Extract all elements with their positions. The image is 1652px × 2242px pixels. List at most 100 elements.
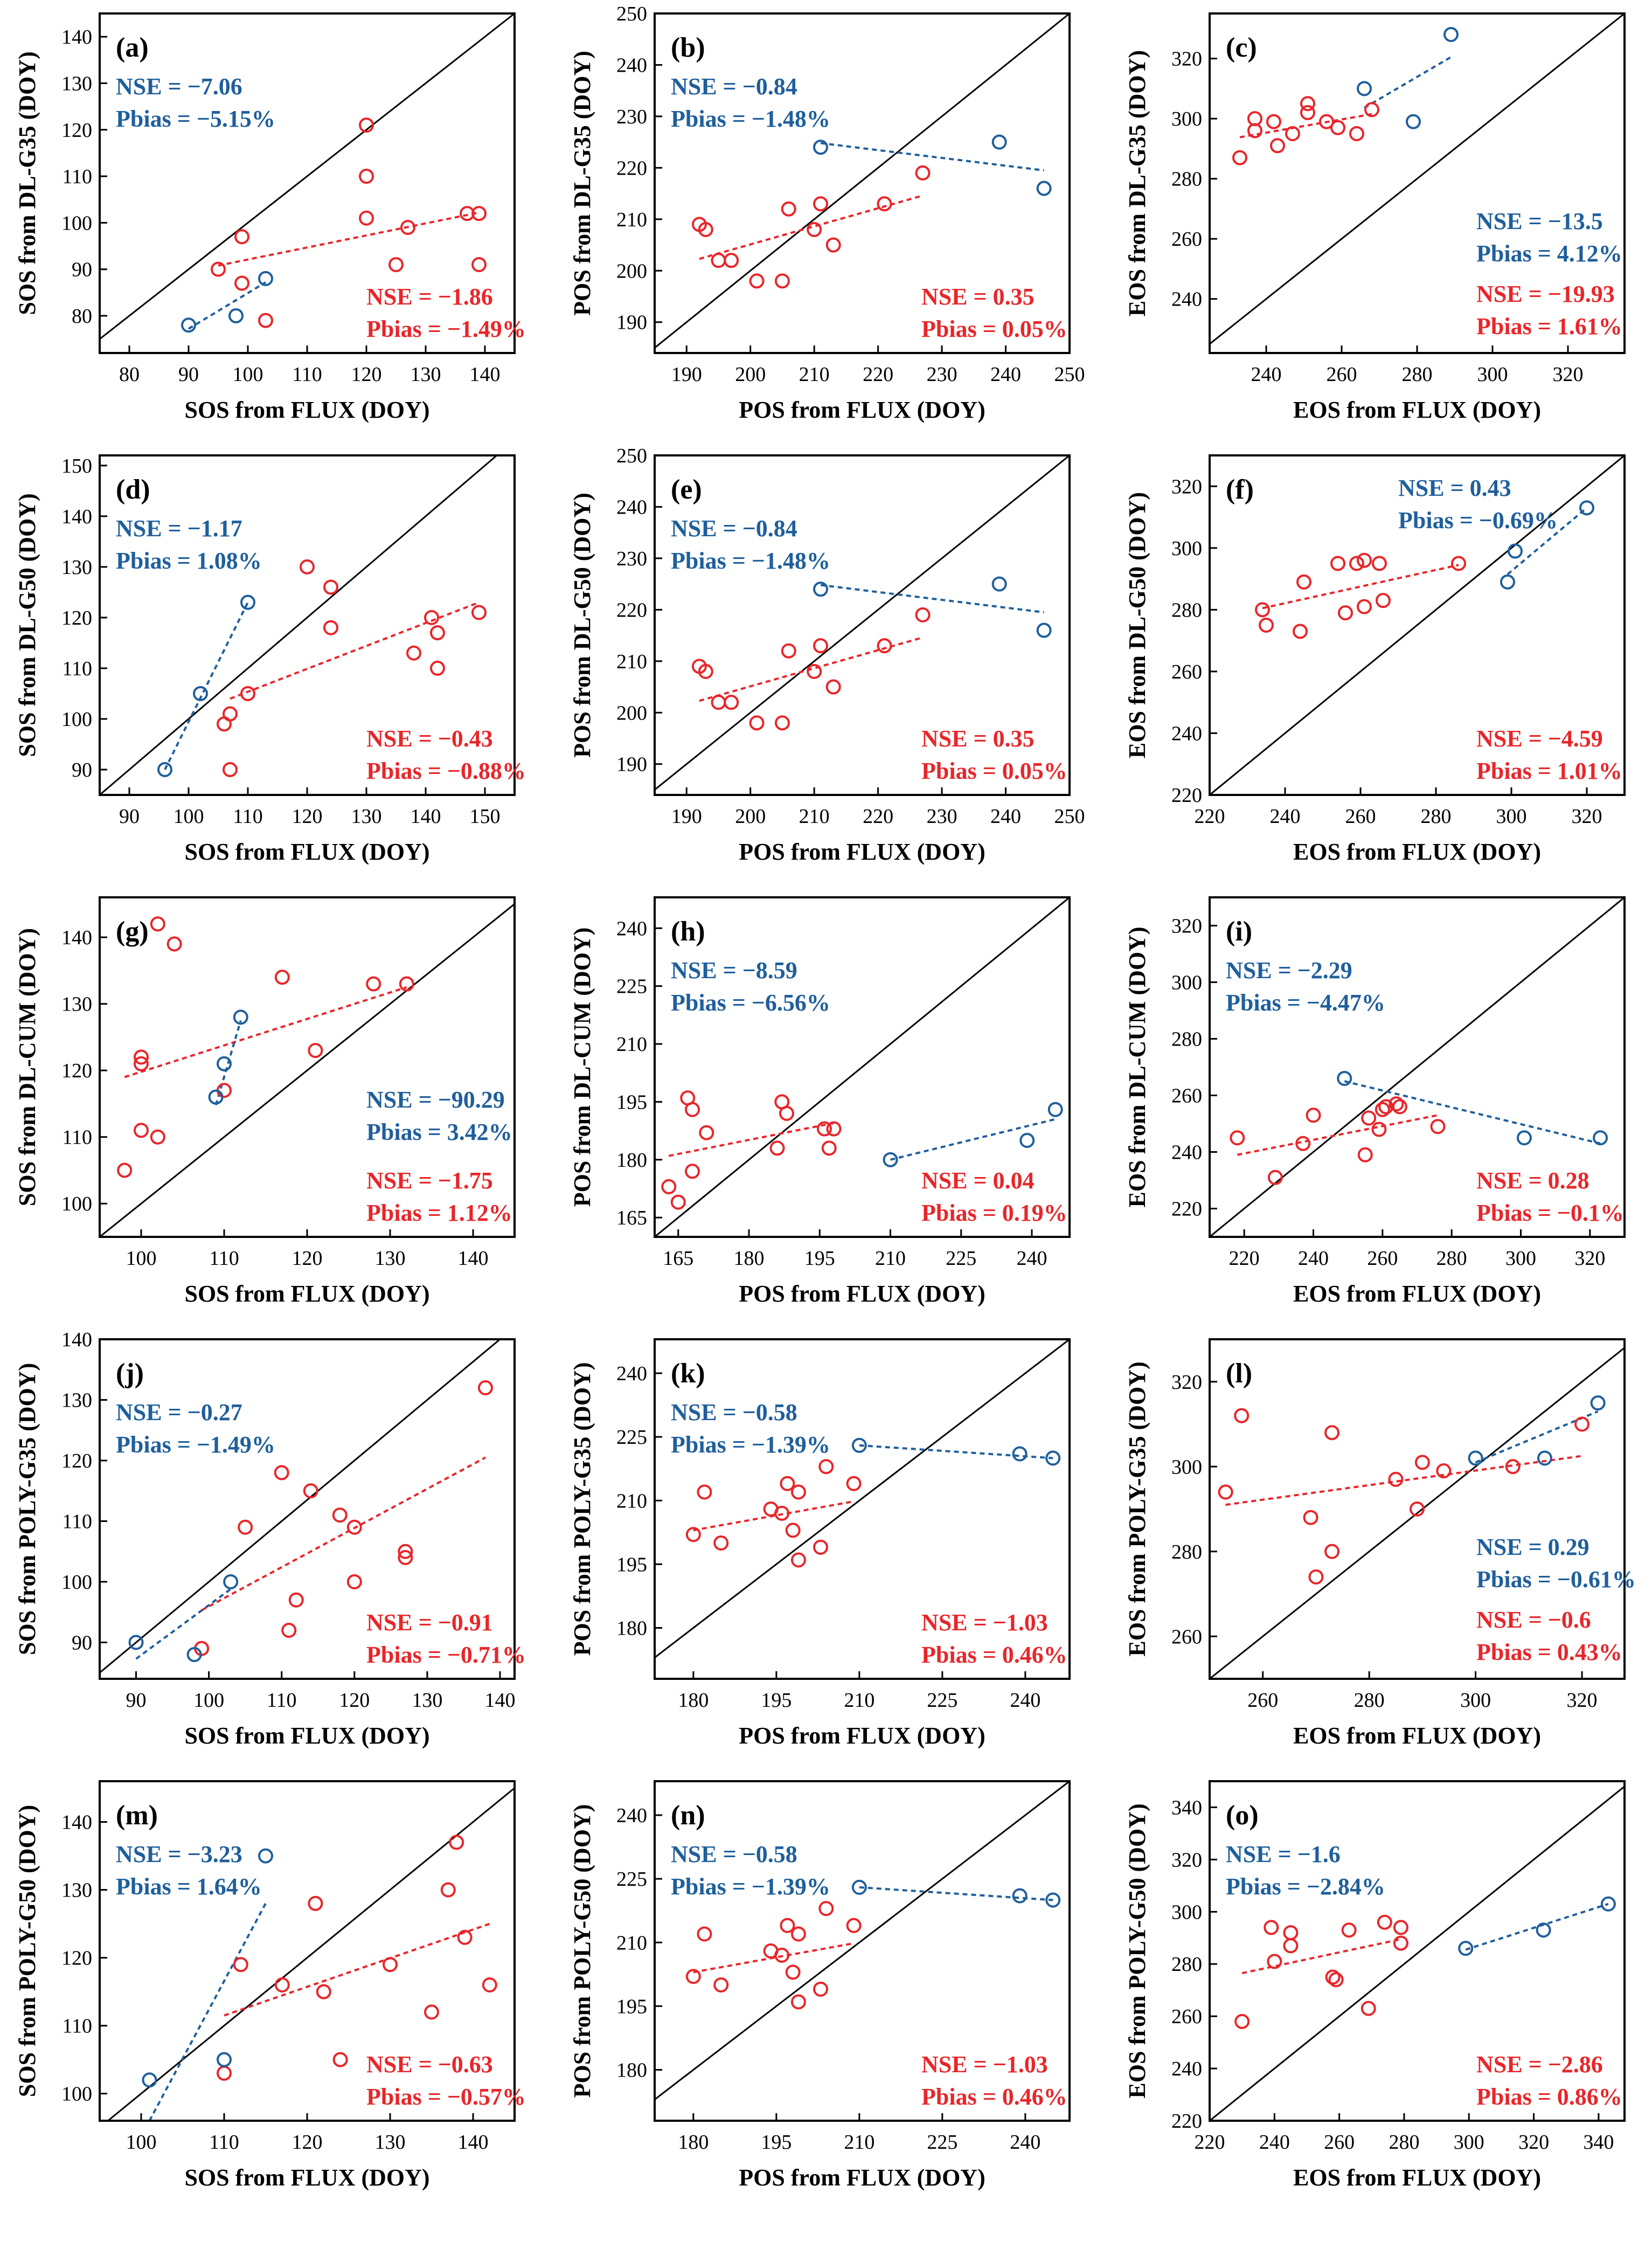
blue-nse-text: NSE = 0.43 xyxy=(1398,475,1511,501)
red-point xyxy=(1270,138,1285,154)
blue-point xyxy=(1406,114,1421,129)
x-tick-label: 220 xyxy=(1195,2131,1225,2154)
x-axis-label: POS from FLUX (DOY) xyxy=(739,2164,985,2191)
blue-pbias-text: Pbias = −1.39% xyxy=(671,1431,830,1458)
red-point xyxy=(1267,1170,1283,1185)
blue-nse-text: NSE = −7.06 xyxy=(116,73,242,100)
one-to-one-line xyxy=(655,455,1070,791)
one-to-one-line xyxy=(100,455,497,795)
blue-fit-line xyxy=(135,1588,232,1660)
red-point xyxy=(471,605,487,620)
red-pbias-text: Pbias = −0.57% xyxy=(366,2084,526,2110)
red-point xyxy=(1349,556,1364,571)
blue-point xyxy=(991,576,1007,592)
red-point xyxy=(1295,1136,1311,1151)
one-to-one-line xyxy=(655,1781,1070,2100)
y-tick-label: 110 xyxy=(62,2015,92,2038)
red-fit-line xyxy=(218,211,480,267)
blue-point xyxy=(851,1437,867,1453)
x-tick-label: 280 xyxy=(1421,805,1452,828)
blue-nse-text: NSE = 0.29 xyxy=(1476,1534,1589,1560)
blue-point xyxy=(1012,1446,1028,1462)
blue-pbias-text: Pbias = 4.12% xyxy=(1476,240,1622,267)
x-tick-label: 280 xyxy=(1436,1247,1467,1270)
blue-point xyxy=(1536,1922,1551,1938)
x-tick-label: 220 xyxy=(863,805,893,828)
red-point xyxy=(430,625,445,641)
red-pbias-text: Pbias = 0.19% xyxy=(921,1200,1067,1226)
red-point xyxy=(1357,599,1372,614)
red-point xyxy=(774,1947,790,1963)
blue-point xyxy=(1036,622,1052,638)
x-tick-label: 100 xyxy=(233,363,263,386)
y-tick-label: 280 xyxy=(1171,1953,1202,1976)
blue-point xyxy=(128,1635,144,1650)
y-tick-label: 140 xyxy=(61,1811,92,1834)
red-point xyxy=(877,638,892,654)
panel-label: (e) xyxy=(671,474,702,505)
red-pbias-text: Pbias = 0.46% xyxy=(921,2084,1067,2110)
blue-nse-text: NSE = −0.27 xyxy=(116,1399,242,1426)
red-point xyxy=(1283,1925,1299,1941)
red-point xyxy=(699,1125,714,1140)
y-tick-label: 300 xyxy=(1171,537,1202,560)
y-tick-label: 210 xyxy=(616,1490,647,1512)
red-point xyxy=(1234,1408,1250,1423)
x-tick-label: 240 xyxy=(1010,2131,1040,2154)
blue-point xyxy=(1019,1133,1035,1148)
red-point xyxy=(1330,120,1345,135)
blue-point xyxy=(813,582,828,597)
red-point xyxy=(790,1926,806,1942)
red-point xyxy=(400,219,415,235)
red-point xyxy=(457,1929,473,1945)
blue-point xyxy=(851,1879,867,1895)
blue-pbias-text: Pbias = −1.48% xyxy=(671,548,830,574)
red-point xyxy=(240,686,255,701)
red-point xyxy=(774,715,790,731)
red-point xyxy=(1451,556,1466,571)
red-point xyxy=(1436,1463,1452,1479)
red-nse-text: NSE = −2.86 xyxy=(1476,2051,1603,2078)
red-point xyxy=(482,1977,497,1992)
red-point xyxy=(359,169,374,184)
y-tick-label: 225 xyxy=(616,1868,647,1891)
red-point xyxy=(1230,1130,1245,1146)
red-pbias-text: Pbias = 1.01% xyxy=(1476,758,1622,784)
y-tick-label: 110 xyxy=(62,1126,92,1149)
x-tick-label: 150 xyxy=(470,805,501,828)
red-point xyxy=(698,222,713,237)
blue-fit-line xyxy=(890,1118,1056,1161)
red-fit-line xyxy=(1262,564,1459,610)
x-tick-label: 240 xyxy=(1251,363,1282,386)
blue-point xyxy=(1458,1941,1474,1956)
blue-point xyxy=(1500,574,1515,590)
x-axis-label: EOS from FLUX (DOY) xyxy=(1293,839,1541,865)
plot-frame xyxy=(654,1780,1071,2122)
y-tick-label: 130 xyxy=(61,556,92,579)
red-point xyxy=(1330,556,1345,571)
red-point xyxy=(323,620,338,635)
red-nse-text: NSE = 0.28 xyxy=(1476,1167,1589,1194)
x-tick-label: 100 xyxy=(126,1247,157,1270)
x-axis-label: EOS from FLUX (DOY) xyxy=(1293,1722,1541,1749)
y-axis-label: EOS from DL-G35 (DOY) xyxy=(1124,50,1150,316)
red-pbias-text: Pbias = −0.71% xyxy=(366,1642,526,1668)
y-tick-label: 110 xyxy=(62,658,92,680)
y-tick-label: 140 xyxy=(61,1328,92,1351)
x-axis-label: POS from FLUX (DOY) xyxy=(739,839,985,865)
x-tick-label: 300 xyxy=(1496,805,1527,828)
x-axis-label: SOS from FLUX (DOY) xyxy=(184,839,429,865)
x-tick-label: 320 xyxy=(1553,363,1584,386)
red-fit-line xyxy=(1237,1114,1438,1156)
red-point xyxy=(406,645,421,661)
blue-point xyxy=(233,1009,248,1025)
blue-point xyxy=(181,317,196,333)
red-fit-line xyxy=(224,1922,490,2017)
blue-point xyxy=(1579,500,1594,516)
red-pbias-text: Pbias = −0.1% xyxy=(1476,1200,1624,1226)
red-pbias-text: Pbias = 0.46% xyxy=(921,1642,1067,1668)
red-point xyxy=(1357,1147,1373,1162)
y-tick-label: 240 xyxy=(1171,722,1202,745)
red-pbias-text: Pbias = 0.05% xyxy=(921,758,1067,784)
red-point xyxy=(724,253,739,268)
